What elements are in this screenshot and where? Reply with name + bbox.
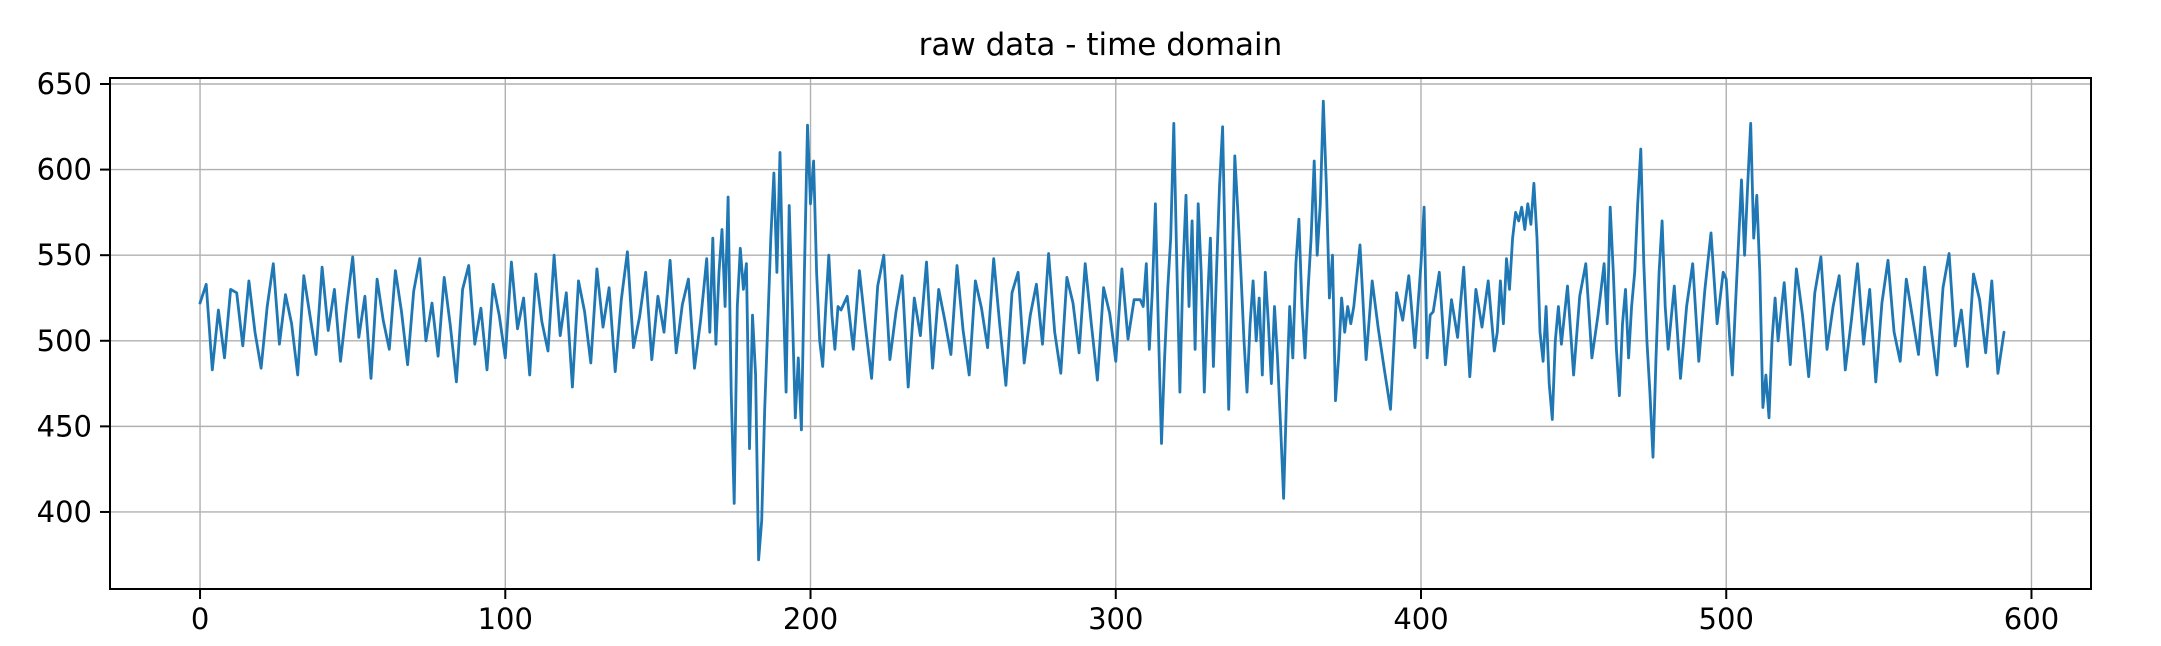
y-tick-label: 600	[37, 153, 92, 187]
y-tick-label: 450	[37, 409, 92, 443]
y-tick-label: 650	[37, 67, 92, 101]
x-tick-label: 300	[1088, 602, 1143, 636]
data-line	[198, 99, 2006, 562]
x-tick-label: 100	[478, 602, 533, 636]
y-tick-label: 550	[37, 238, 92, 272]
x-tick-label: 500	[1699, 602, 1754, 636]
y-tick-label: 400	[37, 495, 92, 529]
x-tick-label: 400	[1393, 602, 1448, 636]
axes-spines	[109, 77, 2092, 590]
y-tick-label: 500	[37, 324, 92, 358]
x-tick-label: 200	[783, 602, 838, 636]
x-tick-label: 0	[191, 602, 209, 636]
chart-title: raw data - time domain	[918, 27, 1283, 63]
x-tick-label: 600	[2004, 602, 2059, 636]
